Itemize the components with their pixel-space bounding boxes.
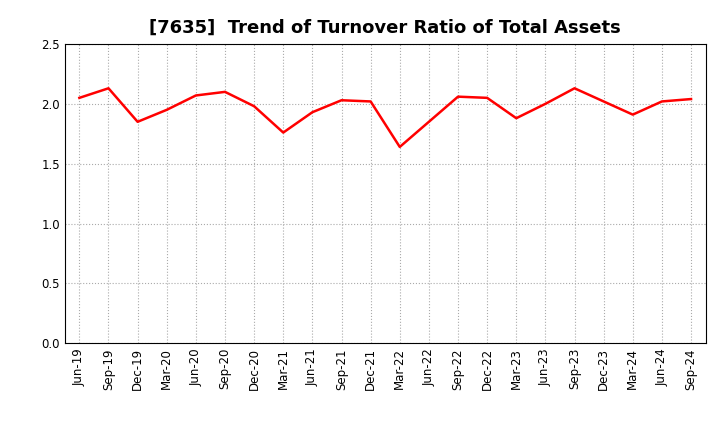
Title: [7635]  Trend of Turnover Ratio of Total Assets: [7635] Trend of Turnover Ratio of Total … xyxy=(149,19,621,37)
